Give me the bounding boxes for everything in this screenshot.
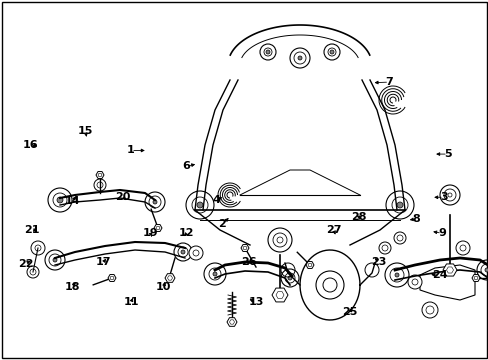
Text: 2: 2 bbox=[218, 219, 226, 229]
Text: 23: 23 bbox=[370, 257, 386, 267]
Text: 3: 3 bbox=[439, 192, 447, 202]
Polygon shape bbox=[275, 292, 284, 298]
Circle shape bbox=[27, 266, 39, 278]
Text: 20: 20 bbox=[115, 192, 131, 202]
Circle shape bbox=[94, 179, 106, 191]
Text: 14: 14 bbox=[64, 196, 80, 206]
Circle shape bbox=[153, 200, 157, 204]
Circle shape bbox=[265, 50, 269, 54]
Polygon shape bbox=[305, 261, 313, 269]
Text: 19: 19 bbox=[142, 228, 158, 238]
Text: 17: 17 bbox=[96, 257, 111, 267]
Circle shape bbox=[455, 241, 469, 255]
Polygon shape bbox=[164, 274, 175, 282]
Circle shape bbox=[394, 273, 398, 277]
Text: 8: 8 bbox=[412, 214, 420, 224]
Circle shape bbox=[57, 197, 63, 203]
Polygon shape bbox=[473, 276, 477, 280]
Circle shape bbox=[407, 275, 421, 289]
Text: 13: 13 bbox=[248, 297, 264, 307]
Circle shape bbox=[189, 246, 203, 260]
Polygon shape bbox=[271, 288, 287, 302]
Text: 18: 18 bbox=[64, 282, 80, 292]
Circle shape bbox=[267, 228, 291, 252]
Text: 26: 26 bbox=[241, 257, 257, 267]
Text: 7: 7 bbox=[385, 77, 392, 87]
Polygon shape bbox=[446, 267, 452, 273]
Polygon shape bbox=[98, 173, 102, 177]
Text: 21: 21 bbox=[24, 225, 40, 235]
Text: 16: 16 bbox=[22, 140, 38, 150]
Text: 9: 9 bbox=[437, 228, 445, 238]
Polygon shape bbox=[419, 265, 474, 300]
Polygon shape bbox=[156, 226, 160, 230]
Polygon shape bbox=[110, 276, 114, 280]
Polygon shape bbox=[226, 318, 237, 326]
Polygon shape bbox=[471, 275, 479, 282]
Polygon shape bbox=[243, 246, 246, 250]
Circle shape bbox=[329, 50, 333, 54]
Circle shape bbox=[213, 272, 217, 276]
Text: 4: 4 bbox=[212, 195, 220, 205]
Polygon shape bbox=[108, 275, 116, 282]
Polygon shape bbox=[229, 320, 234, 324]
Polygon shape bbox=[167, 276, 172, 280]
Circle shape bbox=[197, 202, 203, 208]
Text: 11: 11 bbox=[123, 297, 139, 307]
Text: 24: 24 bbox=[431, 270, 447, 280]
Circle shape bbox=[421, 302, 437, 318]
Text: 15: 15 bbox=[78, 126, 93, 136]
Circle shape bbox=[396, 202, 402, 208]
Polygon shape bbox=[307, 263, 311, 267]
Text: 12: 12 bbox=[179, 228, 194, 238]
Text: 6: 6 bbox=[182, 161, 189, 171]
Circle shape bbox=[287, 276, 291, 280]
Polygon shape bbox=[154, 225, 162, 231]
Text: 28: 28 bbox=[350, 212, 366, 222]
Text: 25: 25 bbox=[342, 307, 357, 318]
Text: 22: 22 bbox=[18, 258, 33, 269]
Circle shape bbox=[297, 56, 302, 60]
Polygon shape bbox=[442, 264, 456, 276]
Polygon shape bbox=[96, 171, 104, 179]
Text: 27: 27 bbox=[325, 225, 341, 235]
Circle shape bbox=[181, 250, 184, 254]
Circle shape bbox=[31, 241, 45, 255]
Text: 5: 5 bbox=[443, 149, 451, 159]
Circle shape bbox=[53, 258, 57, 262]
Circle shape bbox=[484, 268, 488, 272]
Text: 10: 10 bbox=[156, 282, 171, 292]
Circle shape bbox=[439, 185, 459, 205]
Circle shape bbox=[393, 232, 405, 244]
Polygon shape bbox=[241, 244, 248, 252]
Text: 1: 1 bbox=[127, 145, 135, 156]
Circle shape bbox=[378, 242, 390, 254]
